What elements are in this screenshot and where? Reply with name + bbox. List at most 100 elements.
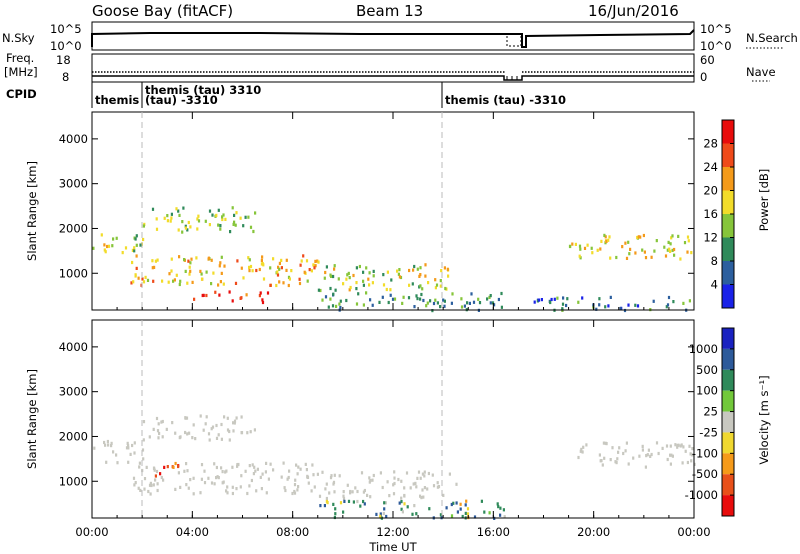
echo-cell [607,238,610,242]
echo-cell [443,266,446,270]
echo-cell [639,235,642,239]
echo-cell [239,485,242,489]
nave-tick-low: 0 [700,70,707,84]
colorbar-tick-label: 20 [703,184,718,198]
echo-cell [157,436,160,440]
colorbar-tick-label: 4 [711,278,718,292]
echo-cell [624,241,627,245]
echo-cell [192,492,195,496]
echo-cell [234,281,238,285]
colorbar-tick-label: 25 [703,405,718,419]
echo-cell [325,265,328,269]
echo-cell [199,269,202,273]
echo-cell [617,450,620,454]
echo-cell [391,297,395,301]
echo-cell [497,297,500,302]
echo-cell [236,464,239,468]
echo-cell [303,270,306,274]
echo-cell [579,247,582,251]
colorbar-swatch [722,284,734,308]
echo-cell [266,291,270,295]
echo-cell [347,271,350,275]
echo-cell [439,513,442,517]
echo-cell [375,512,378,516]
echo-cell [472,300,476,304]
echo-cell [605,239,608,243]
colorbar-swatch [722,237,734,261]
echo-cell [131,248,134,252]
echo-cell [254,469,257,473]
echo-cell [174,431,177,435]
echo-cell [332,502,335,506]
echo-cell [549,300,552,305]
echo-cell [139,243,142,247]
echo-cell [248,265,251,269]
echo-cell [112,237,115,241]
power-cbar-label: Power [dB] [757,169,771,232]
colorbar-swatch [722,214,734,238]
colorbar-tick-label: 500 [696,363,718,377]
echo-cell [237,462,240,467]
echo-cell [210,427,213,431]
echo-cell [269,462,272,466]
echo-cell [324,487,327,491]
echo-cell [217,208,220,212]
echo-cell [369,479,372,483]
echo-cell [413,264,416,269]
echo-cell [163,216,166,220]
echo-cell [172,279,175,283]
colorbar-swatch [722,369,734,391]
echo-cell [306,474,309,478]
colorbar-swatch [722,390,734,412]
echo-cell [405,471,409,475]
echo-cell [480,499,483,503]
echo-cell [276,270,279,274]
echo-cell [278,280,281,284]
echo-cell [434,298,437,302]
echo-cell [244,469,247,473]
echo-cell [574,242,577,246]
echo-cell [312,473,315,477]
echo-cell [595,307,598,311]
echo-cell [162,478,165,482]
echo-cell [503,515,506,519]
echo-cell [409,486,412,490]
echo-cell [334,288,337,292]
freq-gaps [506,76,518,80]
echo-cell [177,471,180,475]
echo-cell [125,446,129,450]
echo-cell [116,461,119,465]
echo-cell [133,441,136,445]
echo-cell [317,260,320,264]
echo-cell [351,490,354,494]
echo-cell [657,451,660,456]
echo-cell [187,220,190,225]
echo-cell [202,293,205,297]
echo-cell [356,489,359,494]
echo-cell [141,448,145,452]
cpid-strip: CPID themis themis (tau) 3310 (tau) -331… [6,82,566,108]
echo-cell [427,281,430,285]
echo-cell [419,494,422,498]
echo-cell [603,233,606,237]
echo-cell [313,485,316,489]
echo-cell [393,470,396,474]
echo-cell [154,478,157,482]
echo-cell [286,477,289,481]
echo-cell [392,492,396,496]
echo-cell [609,458,612,462]
echo-cell [144,275,147,279]
echo-cell [432,484,436,488]
echo-cell [254,211,257,215]
echo-cell [186,228,189,232]
echo-cell [163,465,166,469]
xtick-label: 20:00 [577,525,610,539]
echo-cell [324,270,327,275]
echo-cell [236,259,239,263]
echo-cell [175,273,178,277]
echo-cell [355,266,358,270]
echo-cell [371,303,374,307]
echo-cell [185,462,188,466]
echo-cell [278,261,281,265]
echo-cell [389,293,392,297]
